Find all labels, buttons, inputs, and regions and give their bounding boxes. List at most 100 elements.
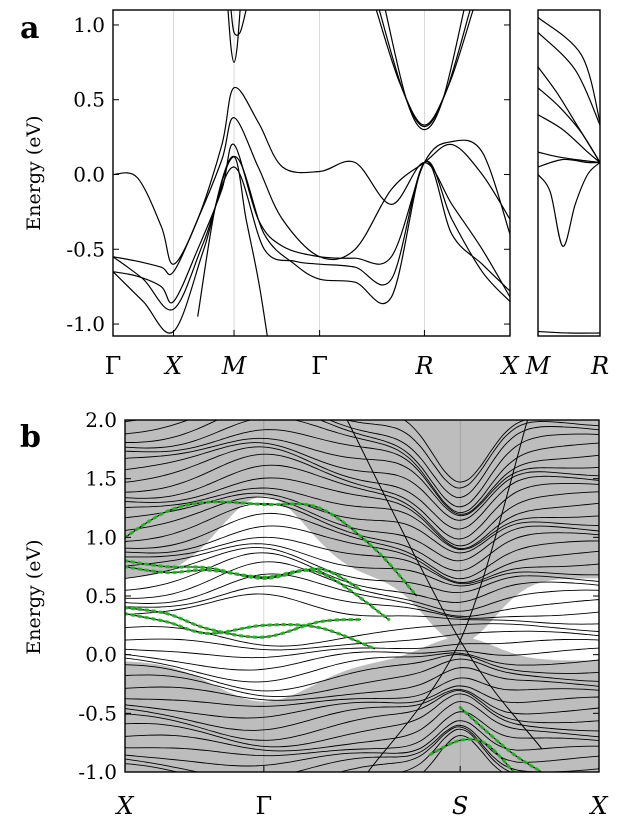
slab-band	[125, 652, 599, 683]
x-tick-label: X	[588, 792, 608, 820]
slab-band	[125, 420, 599, 489]
y-tick-label: -1.0	[66, 312, 105, 336]
bulk-region	[125, 637, 599, 772]
y-tick-label: 1.0	[73, 13, 105, 37]
slab-band	[125, 536, 599, 585]
slab-band	[125, 420, 599, 498]
slab-band	[125, 464, 599, 547]
slab-band	[125, 573, 599, 617]
slab-band	[125, 630, 599, 651]
y-tick-label: -1.0	[78, 760, 117, 784]
y-tick-label: 0.5	[85, 584, 117, 608]
slab-band	[403, 420, 527, 483]
band-line-group	[538, 17, 600, 334]
band-line	[113, 87, 510, 298]
slab-band	[125, 561, 599, 612]
band-line	[538, 151, 600, 164]
panel-a-ylabel: Energy (eV)	[23, 115, 45, 230]
band-line	[230, 10, 247, 36]
slab-band	[125, 585, 599, 619]
slab-band	[125, 420, 599, 508]
y-tick-label: -0.5	[66, 237, 105, 261]
x-tick-label: R	[414, 352, 433, 380]
slab-band	[125, 446, 599, 530]
slab-band	[125, 720, 599, 767]
slab-band	[125, 546, 599, 594]
x-tick-label: X	[114, 792, 134, 820]
projected-bulk	[125, 420, 599, 772]
band-line	[227, 10, 241, 63]
slab-band	[125, 477, 599, 549]
x-tick-label: Γ	[311, 352, 328, 380]
surface-weight	[125, 606, 363, 639]
slab-band	[125, 726, 599, 772]
surface-weight	[428, 737, 516, 772]
bulk-region	[125, 420, 599, 643]
band-line	[113, 160, 510, 311]
slab-band	[125, 701, 599, 752]
slab-band	[125, 442, 599, 521]
slab-band	[125, 420, 599, 513]
band-line	[538, 330, 600, 334]
slab-band	[125, 688, 599, 731]
band-line-group	[113, 10, 510, 336]
x-tick-label: Γ	[105, 352, 122, 380]
plot-frame	[537, 9, 601, 337]
band-line	[538, 162, 600, 247]
band-line	[113, 117, 510, 276]
y-tick-label: 0.5	[73, 88, 105, 112]
slab-band	[125, 690, 599, 741]
band-line	[538, 31, 600, 126]
slab-band	[125, 437, 599, 517]
slab-band	[125, 453, 599, 540]
x-tick-label: Γ	[256, 792, 273, 820]
x-tick-label: S	[452, 792, 468, 820]
panel-b: 2.0 1.5 1.0 0.5 0.0 -0.5 -1.0 X Γ S X	[78, 408, 608, 820]
panel-b-ylabel: Energy (eV)	[23, 539, 45, 654]
slab-band	[125, 711, 599, 757]
slab-band	[125, 429, 599, 515]
y-tick-label: 1.0	[85, 525, 117, 549]
slab-band	[125, 647, 599, 671]
band-line	[538, 158, 600, 168]
y-tick-label: 0.0	[85, 643, 117, 667]
band-line	[384, 10, 465, 131]
x-tick-label: X	[163, 352, 183, 380]
slab-band	[125, 525, 599, 584]
slab-band	[125, 724, 599, 772]
panel-b-label: b	[20, 420, 41, 455]
slab-band	[125, 685, 599, 719]
panel-a: 1.00.50.0-0.5-1.0Γ X M Γ R X	[66, 9, 519, 380]
band-line	[375, 10, 474, 126]
slab-band	[125, 654, 599, 692]
slab-band	[125, 658, 599, 698]
band-line	[197, 155, 268, 336]
band-line	[538, 17, 600, 123]
y-tick-label: -0.5	[78, 701, 117, 725]
y-tick-label: 1.5	[85, 467, 117, 491]
band-line	[113, 139, 510, 304]
x-tick-label: X	[499, 352, 519, 380]
slab-band	[125, 512, 599, 580]
panel-a-label: a	[20, 11, 39, 46]
band-line	[538, 114, 600, 163]
surface-weight	[125, 500, 419, 598]
slab-band	[125, 492, 599, 554]
slab-band	[125, 667, 599, 701]
band-line	[113, 156, 510, 334]
slab-band	[125, 496, 599, 562]
y-tick-label: 2.0	[85, 408, 117, 432]
slab-band	[125, 677, 599, 707]
slab-band	[367, 420, 529, 772]
slab-band	[125, 487, 599, 550]
slab-band	[125, 638, 599, 659]
x-tick-label: M	[221, 352, 248, 380]
band-line	[538, 87, 600, 163]
surface-weight	[125, 612, 377, 651]
band-line	[378, 10, 471, 128]
slab-band	[346, 420, 542, 749]
slab-band	[125, 543, 599, 587]
surface-weight	[458, 705, 544, 772]
plot-frame	[112, 9, 511, 337]
